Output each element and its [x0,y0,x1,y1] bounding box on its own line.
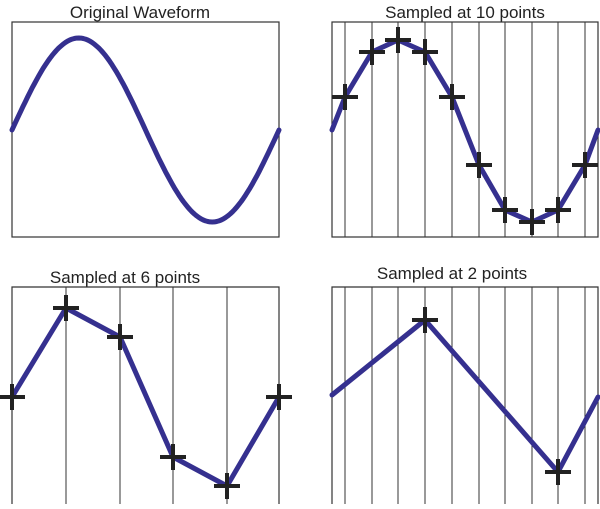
sampled-wave [329,317,600,475]
original-wave [9,35,282,225]
sampled-wave [329,37,600,225]
panel-title: Sampled at 2 points [377,264,527,283]
sampled-2 [329,287,600,504]
sampled-10 [329,22,600,237]
panel-title: Sampled at 6 points [50,268,200,287]
panel-title: Original Waveform [70,3,210,22]
sampled-wave [9,305,282,489]
sine-curve [9,35,282,225]
panel-title: Sampled at 10 points [385,3,545,22]
sampled-6 [0,287,292,504]
